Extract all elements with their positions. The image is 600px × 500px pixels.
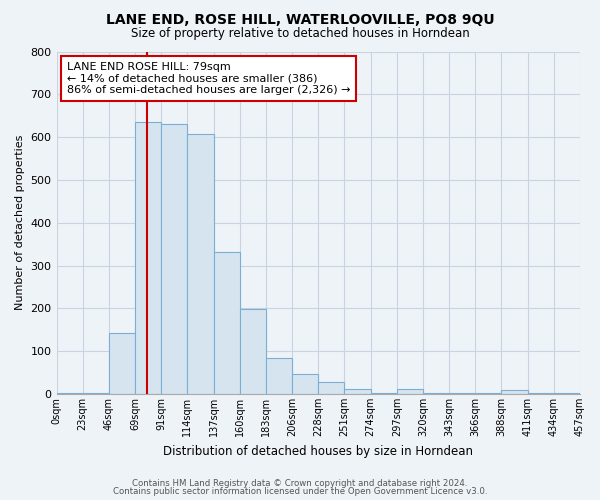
Text: Contains HM Land Registry data © Crown copyright and database right 2024.: Contains HM Land Registry data © Crown c… — [132, 478, 468, 488]
Text: LANE END ROSE HILL: 79sqm
← 14% of detached houses are smaller (386)
86% of semi: LANE END ROSE HILL: 79sqm ← 14% of detac… — [67, 62, 350, 95]
Bar — [475, 392, 502, 394]
Text: Contains public sector information licensed under the Open Government Licence v3: Contains public sector information licen… — [113, 487, 487, 496]
Bar — [318, 382, 344, 394]
Bar — [83, 393, 109, 394]
Bar — [449, 392, 475, 394]
Text: Size of property relative to detached houses in Horndean: Size of property relative to detached ho… — [131, 28, 469, 40]
Bar — [397, 389, 423, 394]
Bar — [502, 390, 527, 394]
Bar — [292, 374, 318, 394]
Bar — [187, 134, 214, 394]
Bar — [240, 309, 266, 394]
Bar — [554, 392, 580, 394]
Bar — [56, 393, 83, 394]
Bar — [109, 333, 135, 394]
Bar — [423, 392, 449, 394]
Bar — [161, 124, 187, 394]
Text: LANE END, ROSE HILL, WATERLOOVILLE, PO8 9QU: LANE END, ROSE HILL, WATERLOOVILLE, PO8 … — [106, 12, 494, 26]
X-axis label: Distribution of detached houses by size in Horndean: Distribution of detached houses by size … — [163, 444, 473, 458]
Bar — [135, 122, 161, 394]
Bar — [214, 252, 240, 394]
Bar — [527, 392, 554, 394]
Y-axis label: Number of detached properties: Number of detached properties — [15, 135, 25, 310]
Bar — [344, 389, 371, 394]
Bar — [266, 358, 292, 394]
Bar — [371, 392, 397, 394]
